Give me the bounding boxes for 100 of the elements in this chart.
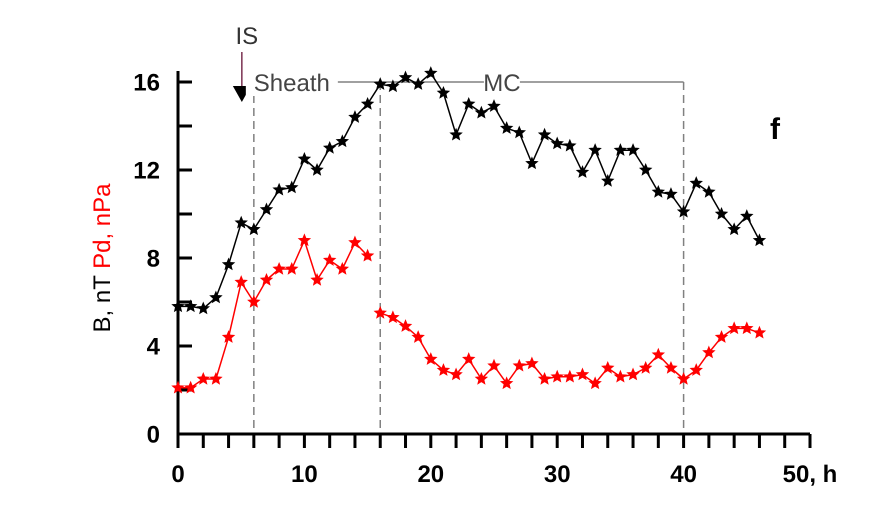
point [424,66,437,78]
point [324,142,336,154]
point [310,164,324,176]
point [526,157,538,169]
point [602,174,614,186]
point [222,330,235,342]
y-tick-label: 0 [146,421,160,448]
point [310,274,324,286]
point [513,126,526,138]
point [197,372,210,384]
y-tick-label: 8 [146,245,160,272]
point [298,234,311,246]
point [374,306,386,318]
point [184,300,197,312]
point [740,210,753,222]
point [197,302,210,314]
point [298,152,311,164]
point [664,362,678,374]
text: IS [235,23,258,50]
point [361,249,374,262]
point [690,176,702,188]
point [424,352,437,364]
point [412,330,424,342]
point [386,80,399,92]
point [614,144,627,156]
point [361,98,374,110]
point [475,372,488,384]
point [753,234,766,246]
point [702,186,715,198]
point [702,346,715,358]
point [450,368,462,380]
point [640,362,652,374]
point [728,322,740,334]
point [172,381,184,394]
point [260,274,273,286]
point [677,372,690,384]
point [589,144,602,156]
point [399,71,412,83]
point [602,362,614,374]
point [348,110,362,122]
point [652,186,664,198]
point [235,276,248,288]
point [538,372,551,384]
point [652,348,664,360]
point [336,262,348,274]
point [488,100,500,112]
point [715,208,728,220]
point [437,86,450,98]
x-tick-label: 10 [291,461,318,488]
point [513,359,526,372]
y-tick-label: 16 [133,69,160,96]
point [399,320,412,332]
point [551,137,564,149]
y-tick-label: 12 [133,157,160,184]
point [248,223,260,235]
point [677,205,690,218]
point [664,188,678,200]
point [728,223,740,235]
point [462,352,475,364]
point [690,364,702,376]
point [235,216,248,228]
point [475,106,488,118]
point [500,122,513,134]
point [626,144,640,156]
point [526,357,538,369]
point [412,78,424,90]
point [273,183,286,196]
text: B, nT [89,274,116,332]
x-tick-label: 50, h [782,461,838,488]
point [184,381,197,394]
point [248,296,260,308]
annotation: Sheath [254,70,330,97]
point [374,78,386,90]
point [576,368,589,380]
y-tick-label: 4 [146,333,161,360]
point [386,311,399,323]
point [286,181,298,193]
point [324,254,336,266]
point [626,368,640,380]
point [500,377,513,389]
point [640,164,652,176]
point [462,98,475,110]
text: Pd, nPa [89,182,116,276]
point [437,364,450,376]
point [576,166,589,178]
point [348,236,362,248]
point [210,291,222,303]
point [273,262,286,274]
x-tick-label: 20 [417,461,444,488]
x-tick-label: 40 [670,461,697,488]
point [488,359,500,372]
annotation: MC [483,70,521,97]
point [715,330,728,342]
point [450,128,462,140]
point [538,128,551,140]
point [260,203,273,215]
point [740,322,753,334]
point [336,135,348,147]
x-tick-label: 30 [544,461,571,488]
point [564,370,576,382]
